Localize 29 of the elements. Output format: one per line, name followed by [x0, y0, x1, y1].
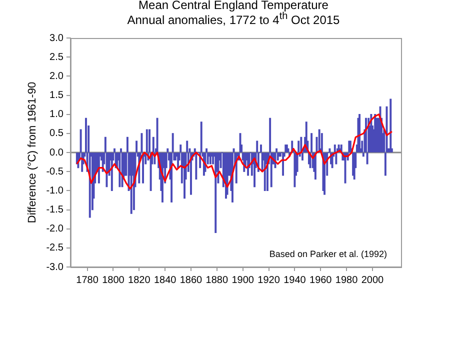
x-tick-label: 1980: [335, 274, 358, 286]
x-tick-label: 1840: [154, 274, 177, 286]
y-tick-label: -2.5: [46, 242, 64, 254]
x-tick-label: 1800: [102, 274, 125, 286]
annotation: Based on Parker et al. (1992): [269, 248, 387, 259]
y-tick-label: 2.5: [50, 52, 64, 63]
x-tick-label: 1880: [206, 274, 228, 286]
chart-title: Mean Central England Temperature: [138, 0, 330, 12]
y-tick-label: 0.0: [50, 147, 64, 158]
y-tick-label: 2.0: [50, 70, 64, 82]
y-tick-label: 1.0: [50, 109, 64, 120]
x-tick-label: 1940: [284, 274, 306, 286]
x-tick-label: 1820: [128, 274, 151, 286]
y-tick-label: 3.0: [50, 32, 64, 44]
x-tick-label: 1860: [180, 274, 203, 286]
y-axis-title: Difference (°C) from 1961-90: [26, 82, 39, 224]
y-tick-label: -1.0: [46, 185, 64, 196]
y-tick-label: -1.5: [46, 204, 64, 216]
x-tick-label: 1780: [76, 274, 99, 286]
x-tick-label: 1920: [258, 274, 280, 286]
y-tick-label: -2.0: [46, 224, 64, 235]
y-tick-label: -0.5: [46, 166, 64, 178]
y-tick-label: 1.5: [50, 90, 64, 101]
x-tick-label: 2000: [361, 274, 384, 286]
chart-subtitle: Annual anomalies, 1772 to 4$^{th}$ Oct 2015: [126, 11, 341, 27]
y-tick-label: 0.5: [50, 128, 64, 140]
x-tick-label: 1960: [310, 274, 332, 286]
y-tick-label: -3.0: [46, 262, 64, 273]
x-tick-label: 1900: [232, 274, 254, 286]
